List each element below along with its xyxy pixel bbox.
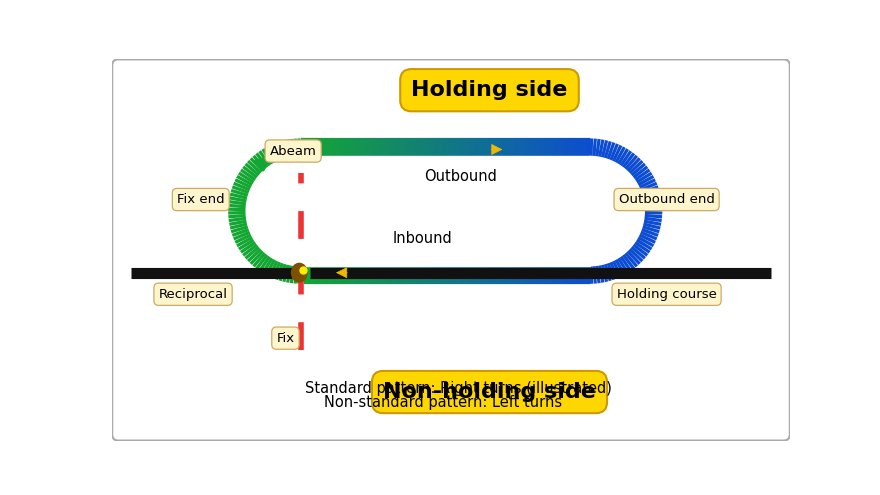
Text: Abeam: Abeam — [269, 145, 317, 157]
Text: Fix: Fix — [276, 332, 295, 345]
Text: Holding side: Holding side — [411, 80, 568, 100]
Text: Non-standard pattern: Left turns: Non-standard pattern: Left turns — [324, 395, 562, 409]
Text: Inbound: Inbound — [392, 231, 452, 246]
FancyBboxPatch shape — [113, 59, 790, 441]
Text: Outbound end: Outbound end — [619, 193, 715, 206]
Text: Holding course: Holding course — [617, 288, 716, 301]
Polygon shape — [590, 156, 644, 266]
Text: Standard pattern: Right turns (illustrated): Standard pattern: Right turns (illustrat… — [305, 381, 612, 396]
Text: Fix end: Fix end — [177, 193, 224, 206]
Text: Reciprocal: Reciprocal — [158, 288, 228, 301]
Ellipse shape — [290, 263, 308, 283]
Polygon shape — [246, 156, 301, 266]
Text: Outbound: Outbound — [424, 169, 497, 184]
Text: Non-holding side: Non-holding side — [383, 382, 596, 402]
